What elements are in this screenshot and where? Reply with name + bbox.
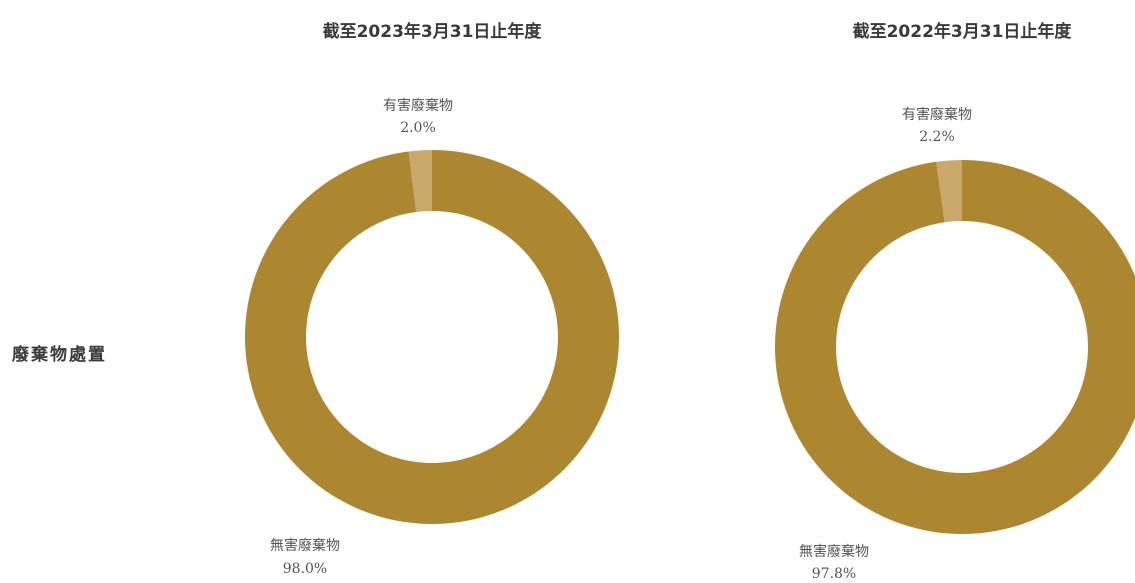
section-label: 廢棄物處置 (12, 344, 107, 365)
chart-title-2023: 截至2023年3月31日止年度 (323, 21, 543, 42)
slice-label-hazardous-2023: 有害廢棄物 (383, 97, 453, 114)
slice-value-hazardous-2022: 2.2% (919, 129, 955, 145)
slice-label-non-hazardous-2022: 無害廢棄物 (799, 543, 869, 560)
chart-title-2022: 截至2022年3月31日止年度 (853, 21, 1073, 42)
slice-label-hazardous-2022: 有害廢棄物 (902, 106, 972, 123)
slice-non-hazardous-2023 (244, 150, 619, 525)
slice-label-non-hazardous-2023: 無害廢棄物 (270, 537, 340, 554)
donut-chart-2023: 截至2023年3月31日止年度 有害廢棄物 2.0% 無害廢棄物 98.0% (244, 21, 619, 577)
slice-hazardous-2023 (408, 150, 432, 212)
slice-value-hazardous-2023: 2.0% (400, 120, 436, 136)
donut-chart-2022: 截至2022年3月31日止年度 有害廢棄物 2.2% 無害廢棄物 97.8% (775, 21, 1135, 582)
slice-non-hazardous-2022 (775, 160, 1135, 534)
slice-value-non-hazardous-2023: 98.0% (283, 561, 327, 577)
slice-value-non-hazardous-2022: 97.8% (812, 566, 856, 582)
slice-hazardous-2022 (936, 160, 962, 223)
